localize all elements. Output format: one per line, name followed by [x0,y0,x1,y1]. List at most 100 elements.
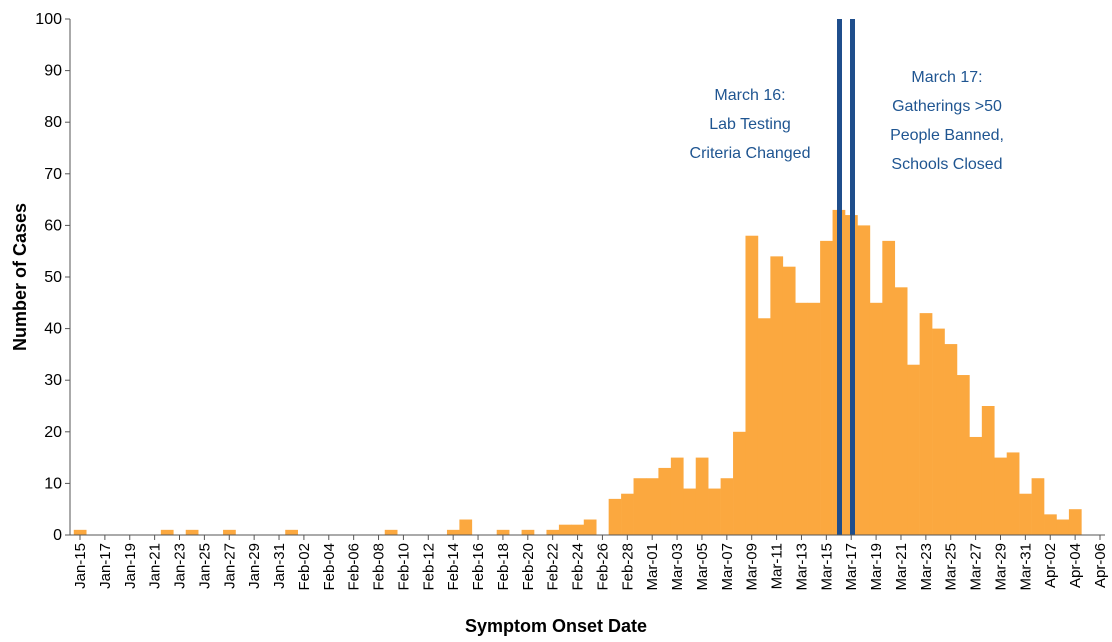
x-tick-label: Feb-24 [570,543,587,591]
annotation: People Banned, [890,127,1004,144]
x-tick-label: Feb-12 [420,543,437,591]
x-tick-label: Mar-11 [769,543,786,589]
bar [820,240,833,535]
annotation: March 16: [714,87,785,104]
y-tick-label: 90 [44,63,62,80]
bar [670,457,684,535]
bar [795,302,808,535]
x-tick-label: Feb-06 [346,543,363,591]
x-tick-label: Feb-02 [296,543,313,591]
bar [446,529,460,535]
bar [969,436,983,535]
x-tick-label: Mar-09 [744,543,761,591]
bar [558,524,572,535]
bar [285,529,298,535]
bar [770,256,784,535]
y-tick-label: 60 [44,217,62,234]
x-tick-label: Jan-29 [246,543,263,589]
x-tick-label: Mar-01 [644,543,661,591]
x-tick-label: Mar-29 [992,543,1009,591]
bar [496,529,510,535]
bar [882,240,896,535]
x-tick-label: Jan-25 [196,543,213,589]
x-tick-label: Mar-19 [868,543,885,591]
bar [720,478,734,535]
bar [782,266,796,535]
bar [919,313,933,535]
bar [708,488,721,535]
bar [73,529,87,535]
x-tick-label: Feb-04 [321,543,338,591]
bar [944,344,958,535]
x-tick-label: Mar-15 [818,543,835,591]
annotation: Gatherings >50 [892,98,1002,115]
bar [521,529,535,535]
bar [1056,519,1070,535]
bar [160,529,174,535]
bar [384,529,398,535]
x-tick-label: Jan-21 [147,543,164,589]
x-tick-label: Jan-17 [97,543,114,589]
bar [907,364,920,535]
event-line [850,19,855,535]
bar [683,488,697,535]
y-tick-label: 40 [44,321,62,338]
bar [745,235,759,535]
x-tick-label: Feb-14 [445,543,462,591]
bar [956,375,970,535]
x-tick-label: Mar-25 [943,543,960,591]
x-tick-label: Mar-21 [893,543,910,591]
y-tick-label: 80 [44,114,62,131]
x-tick-label: Feb-26 [594,543,611,591]
bar [807,302,821,535]
bar [981,406,995,535]
x-tick-label: Feb-18 [495,543,512,591]
bar [608,498,622,535]
y-tick-label: 10 [44,475,62,492]
annotation: Schools Closed [891,156,1002,173]
x-tick-label: Feb-10 [395,543,412,591]
x-tick-label: Jan-23 [172,543,189,589]
x-tick-label: Mar-07 [719,543,736,591]
bar [223,529,236,535]
bar [932,328,945,535]
x-tick-label: Mar-23 [918,543,935,591]
bar [658,467,672,535]
bar [185,529,199,535]
y-tick-label: 70 [44,166,62,183]
y-tick-label: 0 [53,527,62,544]
bar [583,519,597,535]
bar [1031,478,1045,535]
event-line [837,19,842,535]
y-axis-title: Number of Cases [10,203,30,351]
bar [757,318,771,535]
annotation: Criteria Changed [690,145,811,162]
x-tick-label: Jan-27 [221,543,238,589]
x-tick-label: Apr-04 [1067,543,1084,588]
x-tick-label: Apr-02 [1042,543,1059,588]
x-tick-label: Jan-31 [271,543,288,589]
bar [571,524,585,535]
bar [645,478,659,535]
bar [869,302,883,535]
bar [1068,509,1082,535]
bar [633,478,647,535]
x-axis-title: Symptom Onset Date [465,616,647,636]
x-tick-label: Feb-22 [545,543,562,591]
bar [1019,493,1032,535]
bars [73,209,1082,536]
y-tick-label: 30 [44,372,62,389]
y-tick-label: 100 [35,11,62,28]
bar [857,225,871,535]
y-tick-label: 20 [44,424,62,441]
x-tick-label: Feb-20 [520,543,537,591]
y-tick-label: 50 [44,269,62,286]
x-tick-label: Mar-31 [1017,543,1034,591]
x-tick-label: Feb-16 [470,543,487,591]
bar [1006,452,1020,535]
x-tick-label: Mar-27 [968,543,985,591]
bar [894,287,908,535]
x-tick-label: Apr-06 [1092,543,1109,588]
bar [695,457,709,535]
